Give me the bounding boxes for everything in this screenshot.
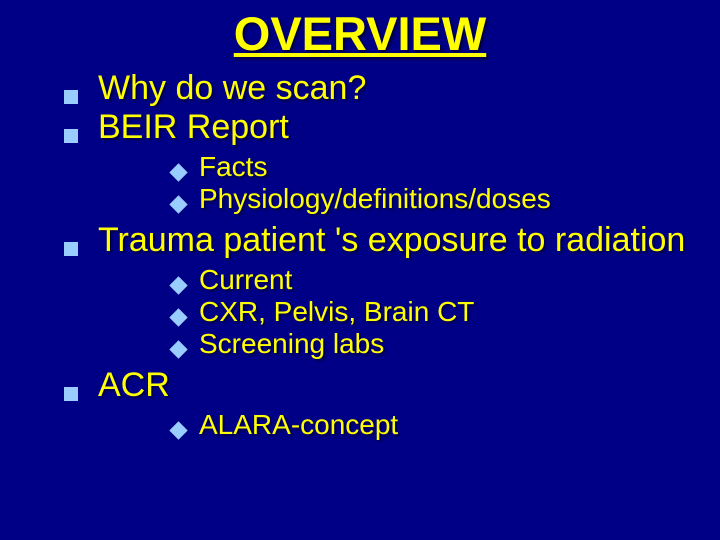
l2-item: ALARA-concept bbox=[172, 409, 690, 441]
level2-list: ALARA-concept bbox=[64, 409, 690, 441]
l1-text: BEIR Report bbox=[98, 108, 289, 147]
square-bullet-icon bbox=[64, 90, 78, 104]
diamond-bullet-icon bbox=[169, 276, 187, 294]
l2-item: Physiology/definitions/doses bbox=[172, 183, 690, 215]
square-bullet-icon bbox=[64, 129, 78, 143]
square-bullet-icon bbox=[64, 242, 78, 256]
level2-list: Current CXR, Pelvis, Brain CT Screening … bbox=[64, 264, 690, 360]
square-bullet-icon bbox=[64, 387, 78, 401]
l2-item: Screening labs bbox=[172, 328, 690, 360]
diamond-bullet-icon bbox=[169, 421, 187, 439]
slide-title: OVERVIEW bbox=[30, 6, 690, 61]
diamond-bullet-icon bbox=[169, 340, 187, 358]
l1-item-3: ACR ALARA-concept bbox=[64, 366, 690, 441]
l1-text: Trauma patient 's exposure to radiation bbox=[98, 221, 685, 260]
l1-text: Why do we scan? bbox=[98, 69, 366, 108]
l1-text: ACR bbox=[98, 366, 170, 405]
l1-item-0: Why do we scan? bbox=[64, 69, 690, 108]
diamond-bullet-icon bbox=[169, 195, 187, 213]
l2-item: Facts bbox=[172, 151, 690, 183]
l2-text: Physiology/definitions/doses bbox=[199, 183, 551, 215]
l2-item: CXR, Pelvis, Brain CT bbox=[172, 296, 690, 328]
level2-list: Facts Physiology/definitions/doses bbox=[64, 151, 690, 215]
diamond-bullet-icon bbox=[169, 308, 187, 326]
l1-item-2: Trauma patient 's exposure to radiation … bbox=[64, 221, 690, 360]
l1-item-1: BEIR Report Facts Physiology/definitions… bbox=[64, 108, 690, 215]
l2-text: ALARA-concept bbox=[199, 409, 398, 441]
l2-text: CXR, Pelvis, Brain CT bbox=[199, 296, 474, 328]
l2-text: Facts bbox=[199, 151, 267, 183]
l2-text: Screening labs bbox=[199, 328, 384, 360]
level1-list: Why do we scan? BEIR Report Facts Physio… bbox=[30, 69, 690, 441]
l2-text: Current bbox=[199, 264, 292, 296]
l2-item: Current bbox=[172, 264, 690, 296]
diamond-bullet-icon bbox=[169, 163, 187, 181]
